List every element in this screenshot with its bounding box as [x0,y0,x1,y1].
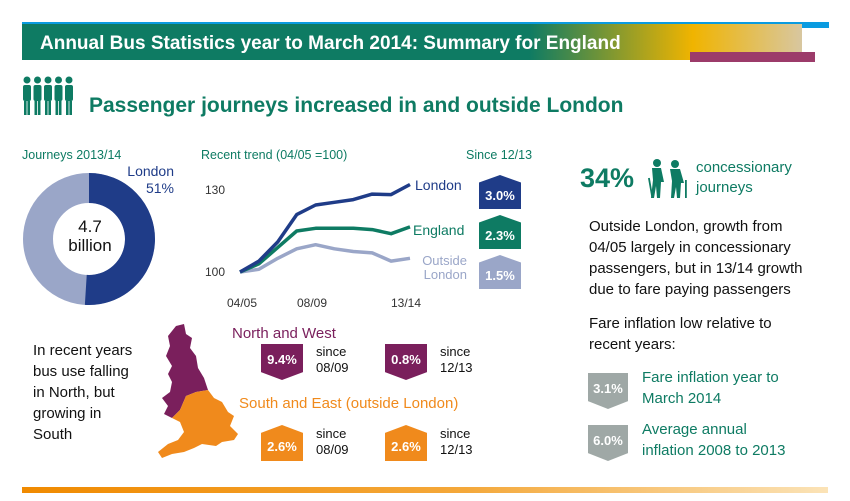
badge-england: 2.3% [479,215,521,249]
north-badge-1: 9.4% [261,344,303,380]
title-banner [22,24,802,60]
series-label-london: London [415,177,462,193]
badge-london: 3.0% [479,175,521,209]
bottom-stripe [22,487,828,493]
x-tick-0405: 04/05 [227,296,258,310]
concessionary-line2: journeys [696,179,753,196]
right-para2-line2: recent years: [589,336,676,353]
regions-body-line5: South [33,426,73,443]
x-tick-1314: 13/14 [391,296,422,310]
donut-london-label: London [127,163,174,179]
north-title: North and West [232,325,336,342]
inflation-badge-1: 3.1% [588,373,628,409]
north-since-2a: since [440,344,471,359]
inflation-2-line2: inflation 2008 to 2013 [642,442,786,459]
donut-london-segment [84,173,155,305]
right-para1-line4: due to fare paying passengers [589,281,791,298]
x-tick-0809: 08/09 [297,296,328,310]
badge-outside: 1.5% [479,255,521,289]
page-title: Annual Bus Statistics year to March 2014… [40,33,621,54]
headline: Passenger journeys increased in and outs… [89,94,624,117]
regions-body-line2: bus use falling [33,363,129,380]
series-label-outside-2: London [423,267,467,282]
regions-body-line3: in North, but [33,384,115,401]
north-badge-2: 0.8% [385,344,427,380]
elderly-people-icon [648,159,687,198]
series-line-england [239,225,411,274]
north-since-1b: 08/09 [316,360,349,375]
right-para2-line1: Fare inflation low relative to [589,315,772,332]
trend-chart [239,182,411,274]
y-tick-130: 130 [205,183,226,197]
inflation-1-line1: Fare inflation year to [642,369,779,386]
south-since-2b: 12/13 [440,442,473,457]
donut-center-value: 4.7 [78,217,102,236]
south-since-1b: 08/09 [316,442,349,457]
series-line-london [239,182,411,274]
series-label-england: England [413,222,465,238]
banner-accent-stripe [690,52,815,62]
inflation-badge-2: 6.0% [588,425,628,461]
south-since-2a: since [440,426,471,441]
donut-label: Journeys 2013/14 [22,148,122,162]
since-title: Since 12/13 [466,148,533,162]
series-label-outside-1: Outside [422,253,467,268]
concessionary-pct: 34% [580,163,635,193]
people-icon [23,76,73,115]
donut-london-pct: 51% [145,180,174,196]
y-tick-100: 100 [205,265,226,279]
series-line-outside-london [239,242,411,274]
regions-body-line4: growing in [33,405,102,422]
regions-body-line1: In recent years [33,342,133,359]
south-title: South and East (outside London) [239,395,459,412]
inflation-1-line2: March 2014 [642,390,722,407]
south-badge-1: 2.6% [261,425,303,461]
inflation-2-line1: Average annual [642,421,747,438]
north-since-2b: 12/13 [440,360,473,375]
england-map-icon [158,324,238,458]
right-para1-line3: passengers, but in 13/14 growth [589,260,803,277]
donut-center-unit: billion [68,236,112,255]
journeys-donut [23,173,155,305]
concessionary-line1: concessionary [696,159,792,176]
north-since-1a: since [316,344,347,359]
south-since-1a: since [316,426,347,441]
south-badge-2: 2.6% [385,425,427,461]
right-para1-line1: Outside London, growth from [589,218,783,235]
trend-title: Recent trend (04/05 =100) [201,148,348,162]
right-para1-line2: 04/05 largely in concessionary [589,239,791,256]
